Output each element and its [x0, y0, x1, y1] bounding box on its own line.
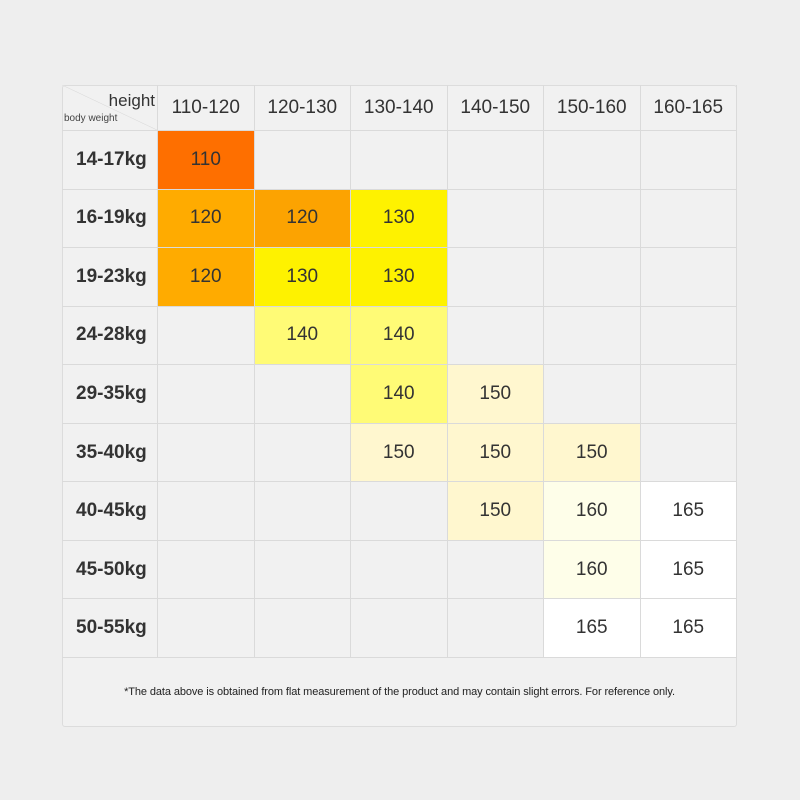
row-header-weight: 45-50kg	[62, 540, 158, 600]
size-chart-table: height body weight 110-120 120-130 130-140 14…	[62, 85, 737, 658]
empty-cell	[351, 482, 448, 541]
column-header-height: 150-160	[544, 85, 641, 131]
empty-cell	[158, 599, 255, 658]
empty-cell	[158, 306, 255, 366]
empty-cell	[351, 131, 448, 190]
height-label: height	[108, 91, 155, 110]
column-header-height: 160-165	[640, 85, 737, 131]
empty-cell	[544, 131, 641, 190]
empty-cell	[544, 306, 641, 366]
size-cell: 130	[351, 248, 448, 307]
row-header-weight: 35-40kg	[62, 423, 158, 483]
empty-cell	[254, 131, 351, 190]
size-cell: 140	[351, 365, 448, 424]
empty-cell	[447, 599, 544, 658]
footnote: *The data above is obtained from flat me…	[124, 686, 675, 698]
size-cell: 110	[158, 131, 255, 190]
column-header-height: 140-150	[447, 85, 544, 131]
empty-cell	[158, 423, 255, 483]
body-weight-label: body weight	[64, 113, 118, 124]
empty-cell	[447, 306, 544, 366]
size-cell: 165	[640, 482, 737, 541]
empty-cell	[640, 189, 737, 249]
size-cell: 150	[447, 423, 544, 483]
empty-cell	[640, 131, 737, 190]
empty-cell	[351, 540, 448, 600]
empty-cell	[254, 365, 351, 424]
empty-cell	[158, 540, 255, 600]
empty-cell	[254, 540, 351, 600]
empty-cell	[544, 248, 641, 307]
empty-cell	[544, 189, 641, 249]
size-cell: 140	[351, 306, 448, 366]
size-cell: 165	[640, 540, 737, 600]
empty-cell	[447, 189, 544, 249]
size-cell: 160	[544, 482, 641, 541]
empty-cell	[447, 248, 544, 307]
row-header-weight: 16-19kg	[62, 189, 158, 249]
size-cell: 165	[640, 599, 737, 658]
size-cell: 130	[254, 248, 351, 307]
row-header-weight: 19-23kg	[62, 248, 158, 307]
empty-cell	[447, 131, 544, 190]
empty-cell	[544, 365, 641, 424]
column-header-height: 120-130	[254, 85, 351, 131]
empty-cell	[640, 306, 737, 366]
empty-cell	[640, 365, 737, 424]
corner-header: height body weight	[62, 85, 158, 131]
column-header-height: 130-140	[351, 85, 448, 131]
column-header-height: 110-120	[158, 85, 255, 131]
size-cell: 150	[447, 482, 544, 541]
size-cell: 150	[544, 423, 641, 483]
size-cell: 160	[544, 540, 641, 600]
row-header-weight: 29-35kg	[62, 365, 158, 424]
size-cell: 150	[447, 365, 544, 424]
size-cell: 120	[254, 189, 351, 249]
size-cell: 150	[351, 423, 448, 483]
empty-cell	[254, 423, 351, 483]
empty-cell	[640, 248, 737, 307]
row-header-weight: 40-45kg	[62, 482, 158, 541]
row-header-weight: 50-55kg	[62, 599, 158, 658]
size-cell: 120	[158, 189, 255, 249]
empty-cell	[254, 482, 351, 541]
empty-cell	[447, 540, 544, 600]
row-header-weight: 24-28kg	[62, 306, 158, 366]
empty-cell	[158, 365, 255, 424]
empty-cell	[254, 599, 351, 658]
size-cell: 130	[351, 189, 448, 249]
empty-cell	[640, 423, 737, 483]
empty-cell	[351, 599, 448, 658]
size-cell: 120	[158, 248, 255, 307]
size-cell: 165	[544, 599, 641, 658]
row-header-weight: 14-17kg	[62, 131, 158, 190]
size-cell: 140	[254, 306, 351, 366]
empty-cell	[158, 482, 255, 541]
